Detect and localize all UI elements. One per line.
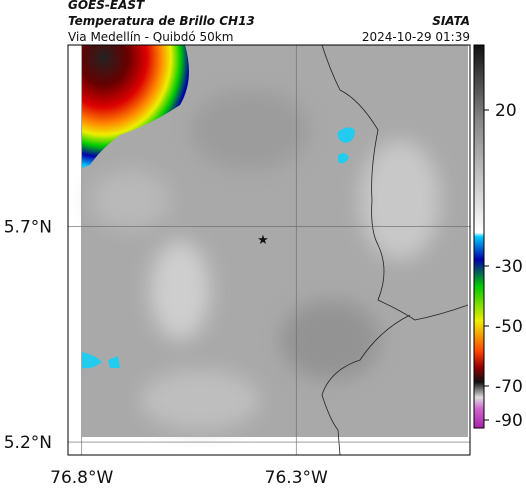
- colorbar: [473, 44, 485, 429]
- colorbar-tick-label: -30: [495, 257, 523, 277]
- colorbar-tick-label: -90: [495, 411, 523, 431]
- colorbar-tick-label: 20: [495, 101, 517, 121]
- subtitle: Via Medellín - Quibdó 50km: [68, 30, 233, 44]
- colorbar-tick-label: -50: [495, 317, 523, 337]
- y-tick-label: 5.7°N: [4, 217, 52, 237]
- org: SIATA: [432, 14, 470, 28]
- x-tick-label: 76.3°W: [265, 468, 328, 488]
- colorbar-tick-label: -70: [495, 377, 523, 397]
- x-tick-label: 76.8°W: [50, 468, 113, 488]
- border: [321, 44, 469, 456]
- y-tick-label: 5.2°N: [4, 433, 52, 453]
- title: Temperatura de Brillo CH13: [68, 14, 255, 28]
- map-image: [82, 45, 468, 437]
- map-frame: [67, 44, 471, 456]
- timestamp: 2024-10-29 01:39: [362, 30, 470, 44]
- source: GOES-EAST: [68, 0, 145, 12]
- location-marker: ★: [257, 233, 269, 248]
